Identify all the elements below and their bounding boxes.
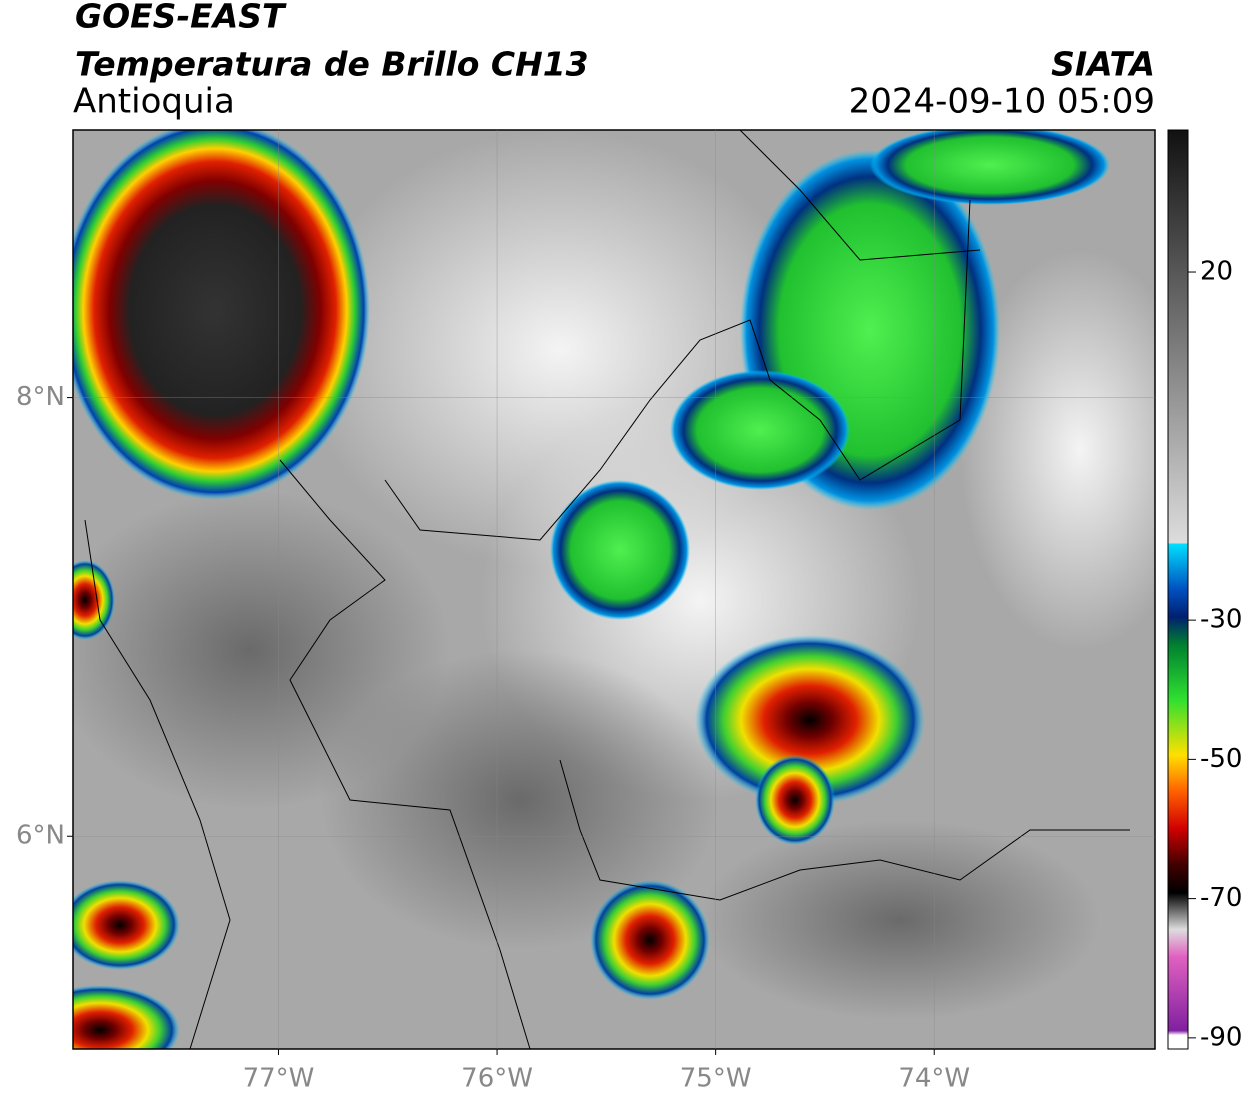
source: SIATA	[1051, 45, 1155, 84]
colorbar-tick-label: -90	[1200, 1022, 1242, 1052]
x-tick-label: 76°W	[461, 1064, 533, 1094]
x-tick-label: 75°W	[680, 1064, 752, 1094]
subtitle: Temperatura de Brillo CH13	[75, 45, 589, 84]
x-tick-label: 77°W	[243, 1064, 315, 1094]
colorbar-tick-label: -70	[1200, 883, 1242, 913]
y-tick-label: 8°N	[16, 382, 65, 412]
colorbar-tick-label: 20	[1200, 257, 1233, 287]
datetime: 2024-09-10 05:09	[849, 82, 1155, 122]
x-tick-label: 74°W	[898, 1064, 970, 1094]
y-tick-label: 6°N	[16, 821, 65, 851]
map-frame	[72, 129, 1156, 1050]
colorbar-tick-label: -50	[1200, 744, 1242, 774]
colorbar	[1167, 129, 1189, 1050]
title: GOES-EAST	[75, 0, 287, 36]
colorbar-tick-label: -30	[1200, 605, 1242, 635]
satellite-image	[73, 130, 1155, 1049]
region: Antioquia	[73, 82, 235, 122]
